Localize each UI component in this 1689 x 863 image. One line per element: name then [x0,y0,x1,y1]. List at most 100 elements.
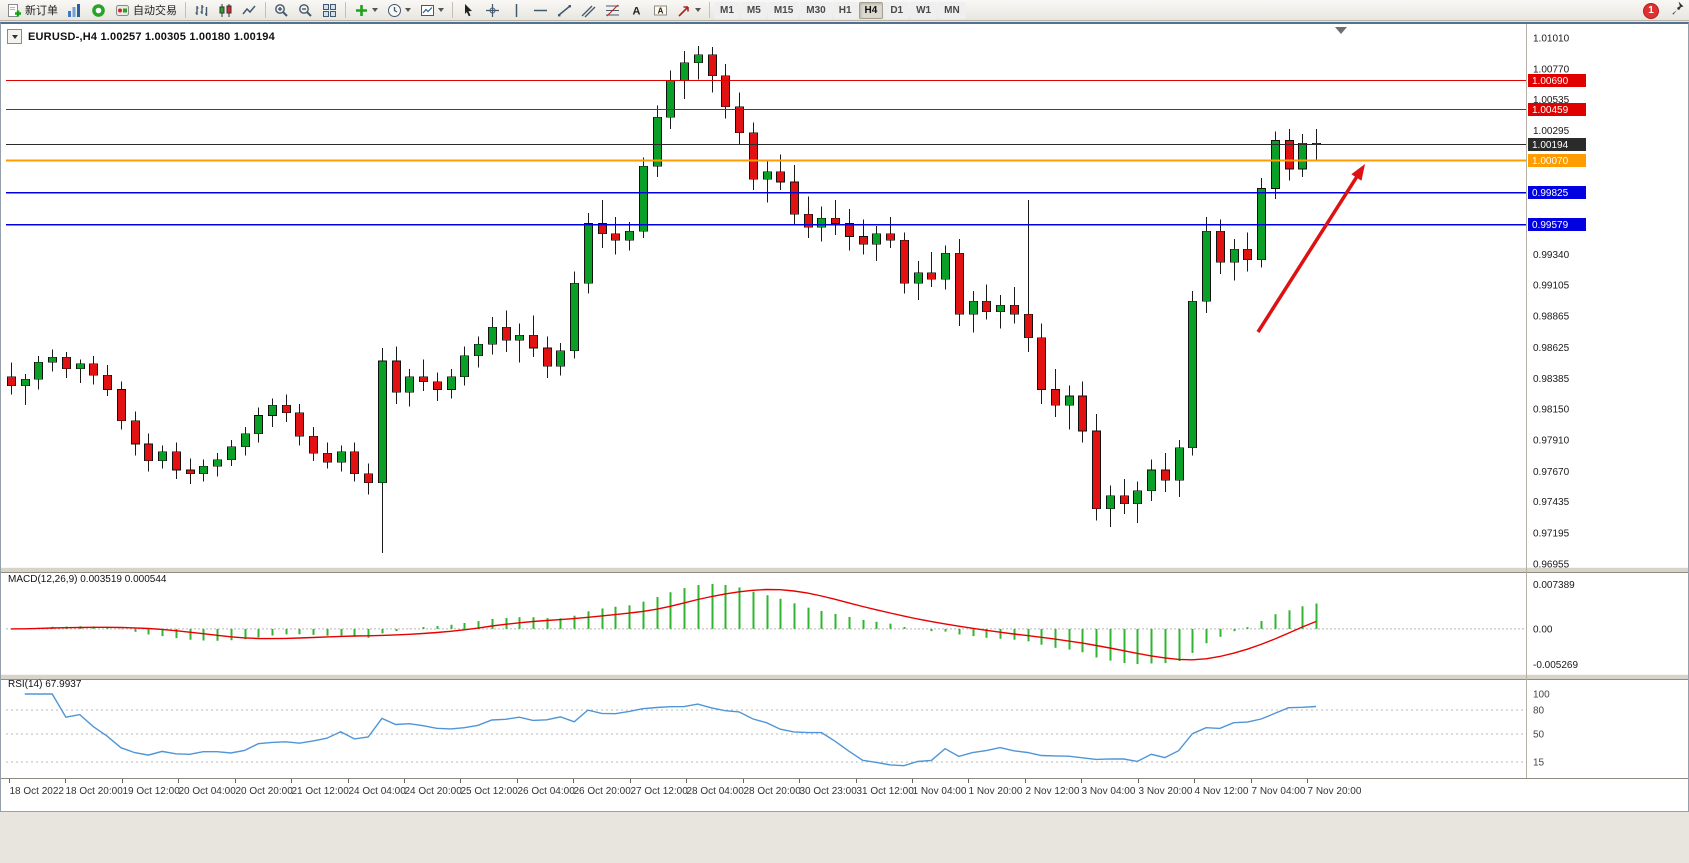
quick-trade-toggle[interactable] [7,29,22,44]
new-order-button[interactable]: 新订单 [3,1,62,20]
chevron-down-icon [438,8,444,12]
zoom-out-icon [298,3,313,18]
channel-icon [581,3,596,18]
price-tick-label: 1.00535 [1533,95,1570,106]
timeframe-button-h4[interactable]: H4 [858,1,884,19]
price-tick-label: 0.96955 [1533,560,1570,571]
zoom-in-button[interactable] [270,1,293,20]
periods-button[interactable] [383,1,415,20]
text-label-button[interactable]: A [649,1,672,20]
price-tick-label: 0.98865 [1533,312,1570,323]
toolbar-separator [265,2,266,18]
timeframe-toolbar: M1 M5 M15 M30 H1 H4 D1 W1 MN [714,1,966,19]
vertical-line-button[interactable] [505,1,528,20]
time-tick-label: 30 Oct 23:00 [800,786,858,797]
notification-badge[interactable]: 1 [1643,2,1659,19]
macd-histogram [24,584,1318,664]
new-chart-button[interactable] [63,1,86,20]
price-tick-label: 1.00770 [1533,65,1570,76]
price-tick-label: 0.99105 [1533,281,1570,292]
channel-button[interactable] [577,1,600,20]
timeframe-button-m15[interactable]: M15 [767,1,800,19]
price-tag-label: 0.99579 [1532,220,1569,231]
candlestick-series [7,45,1321,553]
timeframe-button-h1[interactable]: H1 [832,1,858,19]
svg-text:A: A [633,5,641,17]
macd-signal-line [10,588,1317,661]
time-tick-label: 1 Nov 20:00 [969,786,1023,797]
templates-button[interactable] [416,1,448,20]
fibonacci-icon [605,3,620,18]
timeframe-button-m30[interactable]: M30 [800,1,832,19]
fibonacci-button[interactable] [601,1,624,20]
arrow-shape-icon [677,3,692,18]
new-chart-icon [67,3,82,18]
price-tick-label: 0.97435 [1533,497,1570,508]
pin-icon[interactable] [1669,0,1685,21]
tile-windows-button[interactable] [318,1,341,20]
timeframe-button-d1[interactable]: D1 [884,1,910,19]
chart-shift-marker[interactable] [1335,27,1347,34]
time-tick-label: 28 Oct 04:00 [687,786,745,797]
trendline-icon [557,3,572,18]
chevron-down-icon [405,8,411,12]
new-order-label: 新订单 [25,5,58,17]
trendline-button[interactable] [553,1,576,20]
zoom-out-button[interactable] [294,1,317,20]
time-tick-label: 25 Oct 12:00 [461,786,519,797]
time-tick-label: 7 Nov 04:00 [1252,786,1306,797]
price-tag-label: 0.99825 [1532,188,1569,199]
line-chart-icon [242,3,257,18]
time-tick-label: 3 Nov 20:00 [1139,786,1193,797]
shapes-button[interactable] [673,1,705,20]
horizontal-line-button[interactable] [529,1,552,20]
chart-plot-area[interactable]: 0.007389 0.00 -0.005269 100 80 50 15 1.01010 1.0… [1,24,1688,810]
chart-window[interactable]: 0.007389 0.00 -0.005269 100 80 50 15 1.01010 1.0… [0,22,1689,812]
tile-windows-icon [322,3,337,18]
price-axis[interactable]: 1.010101.007701.005351.002951.000600.998… [1528,34,1586,571]
time-tick-label: 28 Oct 20:00 [744,786,802,797]
price-tag [1528,74,1586,87]
crosshair-button[interactable] [481,1,504,20]
chart-title: EURUSD-,H4 1.00257 1.00305 1.00180 1.001… [28,30,275,43]
price-tag [1528,103,1586,116]
line-mode-button[interactable] [238,1,261,20]
bars-mode-button[interactable] [190,1,213,20]
price-tag [1528,154,1586,167]
timeframe-button-m5[interactable]: M5 [740,1,767,19]
timeframe-button-w1[interactable]: W1 [910,1,938,19]
timeframe-button-m1[interactable]: M1 [714,1,740,19]
time-tick-label: 4 Nov 12:00 [1195,786,1249,797]
time-tick-label: 26 Oct 04:00 [518,786,576,797]
price-tick-label: 0.98385 [1533,374,1570,385]
indicators-button[interactable] [350,1,382,20]
trend-arrow-annotation[interactable] [1256,164,1365,333]
new-order-icon [7,3,22,18]
community-button[interactable] [87,1,110,20]
time-tick-label: 19 Oct 12:00 [123,786,181,797]
price-tick-label: 0.98150 [1533,404,1570,415]
svg-text:A: A [658,6,664,15]
price-tag-label: 1.00194 [1532,140,1569,151]
time-tick-label: 18 Oct 2022 [10,786,65,797]
macd-axis-zero: 0.00 [1533,624,1553,635]
rsi-axis-label: 80 [1533,706,1545,717]
candles-mode-button[interactable] [214,1,237,20]
time-tick-label: 24 Oct 04:00 [349,786,407,797]
template-chart-icon [420,3,435,18]
time-tick-label: 2 Nov 12:00 [1026,786,1080,797]
macd-indicator-label: MACD(12,26,9) 0.003519 0.000544 [8,574,167,585]
rsi-axis-label: 15 [1533,758,1545,769]
price-tag-label: 1.00070 [1532,156,1569,167]
community-icon [91,3,106,18]
timeframe-button-mn[interactable]: MN [938,1,966,19]
time-tick-label: 7 Nov 20:00 [1308,786,1362,797]
autotrade-button[interactable]: 自动交易 [111,1,181,20]
text-button[interactable]: A [625,1,648,20]
price-tag-label: 1.00690 [1532,76,1569,87]
cursor-arrow-icon [461,3,476,18]
chart-title-bar: EURUSD-,H4 1.00257 1.00305 1.00180 1.001… [7,29,275,44]
hline-objects[interactable] [6,79,1527,226]
cursor-button[interactable] [457,1,480,20]
